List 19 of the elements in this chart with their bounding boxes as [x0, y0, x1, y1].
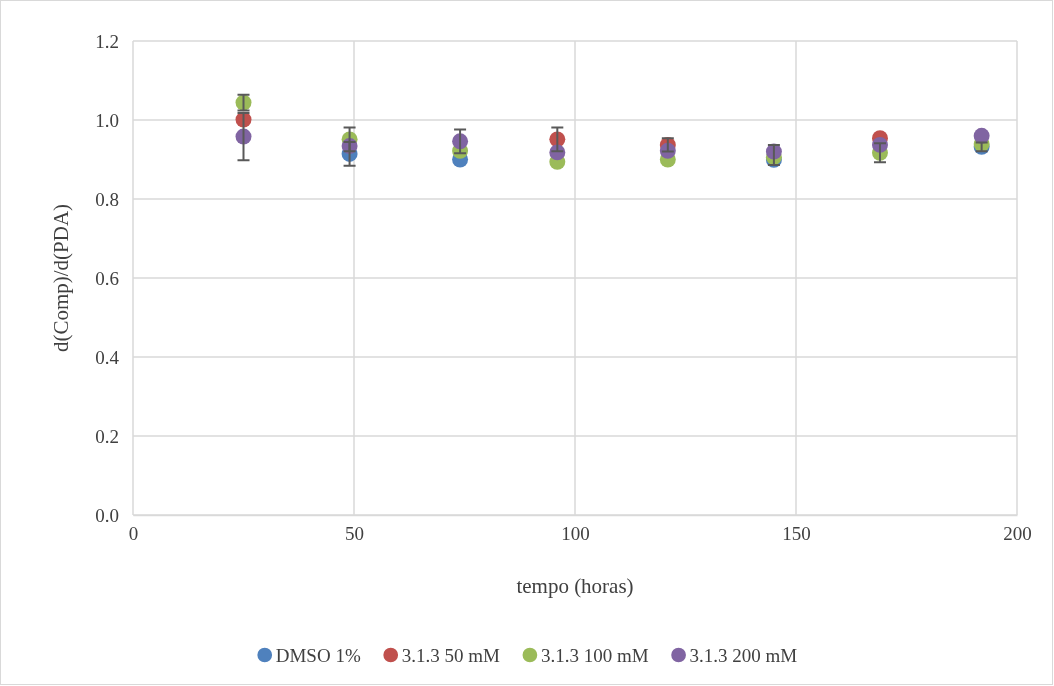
x-axis-title: tempo (horas) — [516, 574, 634, 598]
point — [973, 127, 990, 144]
y-tick-label: 0.2 — [95, 425, 119, 447]
y-tick-label: 1.2 — [95, 30, 119, 52]
y-tick-label: 0.8 — [95, 188, 119, 210]
x-tick-label: 0 — [128, 523, 139, 545]
legend-label: 3.1.3 100 mM — [540, 645, 649, 666]
y-tick-label: 0.4 — [95, 346, 120, 368]
y-axis-title: d(Comp)/d(PDA) — [49, 203, 73, 353]
legend-label: 3.1.3 200 mM — [689, 645, 798, 666]
legend-label: 3.1.3 50 mM — [401, 645, 500, 666]
x-tick-label: 150 — [782, 523, 811, 545]
y-tick-label: 0.6 — [95, 267, 119, 289]
y-tick-label: 0.0 — [95, 504, 119, 526]
y-tick-label: 1.0 — [95, 109, 119, 131]
x-tick-label: 200 — [1003, 523, 1032, 545]
x-tick-label: 100 — [561, 523, 590, 545]
x-tick-label: 50 — [345, 523, 364, 545]
legend-label: DMSO 1% — [275, 645, 361, 666]
